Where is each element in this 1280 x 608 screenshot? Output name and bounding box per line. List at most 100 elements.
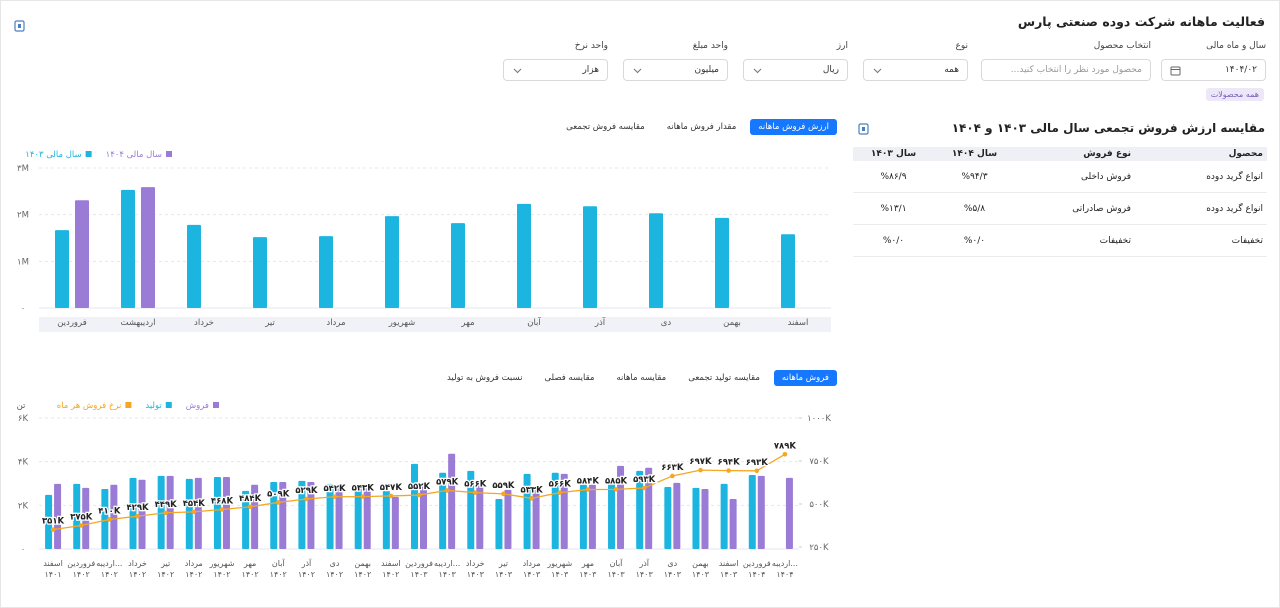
data-label: ۶۹۳K bbox=[746, 458, 769, 468]
table-cell: %۰/۰ bbox=[934, 224, 1015, 257]
x-tick-label: دی bbox=[330, 559, 340, 568]
bar bbox=[781, 234, 795, 308]
legend-label: تولید bbox=[145, 401, 162, 411]
line-point bbox=[78, 523, 84, 528]
x-tick-label: مهر bbox=[243, 559, 256, 568]
bar bbox=[129, 477, 137, 549]
chevron-icon bbox=[753, 68, 762, 74]
x-tick-label: ۱۴۰۲ bbox=[213, 570, 230, 579]
bar bbox=[253, 237, 267, 308]
export-icon[interactable] bbox=[857, 122, 871, 136]
x-tick-label: اردیبه... bbox=[434, 559, 460, 568]
data-label: ۵۰۹K bbox=[267, 489, 290, 499]
line-point bbox=[135, 513, 140, 519]
bar bbox=[279, 481, 287, 549]
filter-input[interactable]: ریال bbox=[743, 59, 848, 81]
tab[interactable]: مقایسه فروش تجمعی bbox=[566, 122, 645, 132]
bar bbox=[157, 475, 165, 549]
data-label: ۶۹۷K bbox=[689, 457, 712, 467]
x-tick-label: اسفند bbox=[788, 318, 809, 328]
x-tick-label: ۱۴۰۳ bbox=[636, 570, 654, 579]
tab[interactable]: مقایسه فصلی bbox=[544, 373, 595, 383]
tab[interactable]: مقایسه تولید تجمعی bbox=[688, 373, 760, 383]
cell-text: %۸۶/۹ bbox=[880, 171, 907, 182]
cell-text: فروش صادراتی bbox=[1072, 203, 1131, 214]
x-tick-label: ۱۴۰۳ bbox=[410, 570, 428, 579]
table-row: انواع گرید دوده فروش صادراتی %۵/۸ %۱۳/۱ bbox=[853, 192, 1267, 225]
bar bbox=[757, 475, 765, 549]
bar bbox=[715, 217, 729, 308]
x-tick-label: دی bbox=[667, 559, 677, 568]
line-point bbox=[698, 467, 703, 473]
line-point bbox=[726, 468, 731, 473]
x-tick-label: ۱۴۰۲ bbox=[157, 570, 174, 579]
data-label: ۵۸۵K bbox=[605, 476, 628, 486]
bar bbox=[451, 223, 465, 308]
bar bbox=[532, 487, 540, 549]
bar bbox=[319, 236, 333, 308]
data-label: ۴۱۰K bbox=[98, 506, 121, 516]
table-cell: %۰/۰ bbox=[853, 224, 934, 257]
cell-text: %۰/۰ bbox=[963, 235, 986, 246]
line-point bbox=[388, 493, 394, 499]
bar bbox=[75, 200, 89, 308]
bar bbox=[242, 490, 250, 549]
filter-input[interactable]: هزار bbox=[503, 59, 608, 81]
bar bbox=[785, 477, 793, 549]
line-point bbox=[304, 496, 309, 502]
filter-value: ۱۴۰۴/۰۲ bbox=[1224, 65, 1257, 75]
data-label: ۵۴۲K bbox=[323, 484, 346, 494]
bar bbox=[645, 467, 653, 549]
line-point bbox=[557, 490, 563, 495]
column-header: سال ۱۴۰۴ bbox=[934, 147, 1015, 161]
bar bbox=[222, 476, 230, 549]
table-cell: %۸۶/۹ bbox=[853, 161, 934, 193]
table-cell: %۵/۸ bbox=[934, 192, 1015, 225]
bar bbox=[391, 496, 399, 549]
filter-input[interactable]: میلیون bbox=[623, 59, 728, 81]
y-tick-label: ۰ bbox=[21, 545, 26, 555]
tab[interactable]: مقدار فروش ماهانه bbox=[666, 122, 737, 132]
chevron-icon bbox=[873, 68, 882, 74]
bar bbox=[411, 463, 418, 549]
filter-input[interactable]: همه bbox=[863, 59, 968, 81]
x-tick-label: ۱۴۰۲ bbox=[354, 570, 371, 579]
x-tick-label: بهمن bbox=[692, 559, 709, 568]
y-tick-label: ۰ bbox=[21, 304, 26, 314]
y-tick-label: ۲M bbox=[17, 211, 29, 221]
column-header: سال ۱۴۰۳ bbox=[853, 147, 934, 161]
x-tick-label: شهریور bbox=[208, 559, 234, 568]
x-tick-label: اسفند bbox=[719, 559, 739, 568]
data-label: ۵۶۶K bbox=[464, 480, 487, 490]
filter-input[interactable]: محصول مورد نظر را انتخاب کنید... bbox=[981, 59, 1151, 81]
bar bbox=[194, 477, 202, 549]
bar bbox=[354, 485, 362, 549]
x-tick-label: ۱۴۰۲ bbox=[270, 570, 287, 579]
bar bbox=[583, 206, 597, 308]
x-tick-label: خرداد bbox=[194, 318, 214, 328]
tab[interactable]: ارزش فروش ماهانه bbox=[750, 119, 837, 135]
x-tick-label: ۱۴۰۲ bbox=[242, 570, 259, 579]
filter-label: سال و ماه مالی bbox=[1206, 41, 1266, 51]
table-cell: %۱۳/۱ bbox=[853, 192, 934, 225]
y-axis-label: تن bbox=[17, 401, 26, 411]
filter-tag[interactable]: همه محصولات bbox=[1205, 88, 1264, 101]
x-tick-label: مهر bbox=[581, 559, 594, 568]
bar bbox=[138, 479, 146, 549]
filter-input[interactable]: ۱۴۰۴/۰۲ bbox=[1161, 59, 1266, 81]
cell-text: انواع گرید دوده bbox=[1206, 203, 1263, 214]
tab[interactable]: فروش ماهانه bbox=[773, 370, 837, 386]
tab[interactable]: مقایسه ماهانه bbox=[616, 373, 667, 383]
bar bbox=[185, 478, 193, 549]
tab[interactable]: نسبت فروش به تولید bbox=[446, 373, 523, 383]
line-point bbox=[332, 494, 337, 500]
line-point bbox=[247, 504, 253, 510]
export-icon[interactable] bbox=[13, 19, 27, 33]
x-tick-label: ۱۴۰۳ bbox=[495, 570, 513, 579]
bar bbox=[82, 487, 90, 549]
comparison-table: محصول نوع فروش سال ۱۴۰۴ سال ۱۴۰۳ انواع گرید … bbox=[853, 147, 1267, 257]
x-tick-label: فروردین bbox=[67, 559, 95, 568]
table-cell: فروش داخلی bbox=[1015, 161, 1157, 193]
x-tick-label: تیر bbox=[498, 559, 508, 568]
x-tick-label: مرداد bbox=[185, 559, 203, 568]
